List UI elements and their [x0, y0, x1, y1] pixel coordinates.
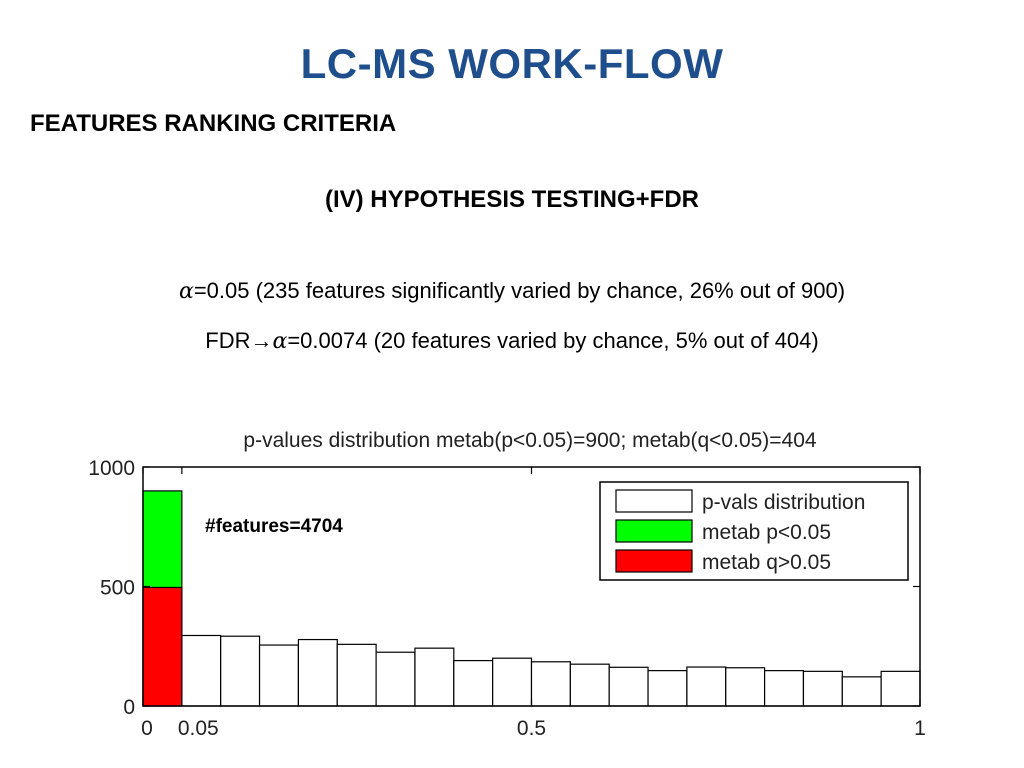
legend-swatch	[615, 549, 693, 573]
histogram-bar	[880, 670, 921, 707]
section-heading: (IV) HYPOTHESIS TESTING+FDR	[324, 186, 700, 213]
histogram-bar	[569, 663, 610, 707]
alpha-statement-text: =0.05 (235 features significantly varied…	[193, 278, 846, 303]
axes-group: 0 500 1000 0 0.05 0.5 1	[88, 457, 926, 740]
alpha-symbol: α	[178, 279, 194, 304]
alpha-symbol: α	[272, 329, 288, 354]
y-tick-label: 1000	[88, 457, 135, 480]
slide-subtitle: FEATURES RANKING CRITERIA	[30, 110, 397, 137]
histogram-bar	[336, 643, 377, 707]
features-annotation: #features=4704	[205, 516, 343, 537]
fdr-prefix: FDR	[205, 328, 251, 353]
chart-legend: p-vals distribution metab p<0.05 metab q>0…	[599, 481, 909, 581]
histogram-bar	[297, 638, 338, 707]
legend-swatch	[615, 489, 693, 513]
histogram-bar	[181, 634, 222, 707]
legend-label: metab p<0.05	[702, 521, 831, 544]
chart-title: p-values distribution metab(p<0.05)=900;…	[243, 429, 817, 452]
x-tick-label: 0.05	[178, 717, 219, 740]
histogram-bar-q	[142, 586, 183, 707]
legend-label: p-vals distribution	[702, 491, 865, 514]
histogram-bar	[375, 651, 416, 707]
alpha-statement: α=0.05 (235 features significantly varie…	[0, 278, 1024, 304]
histogram-bar	[453, 659, 494, 707]
legend-label: metab q>0.05	[702, 551, 831, 574]
arrow-icon: →	[250, 328, 273, 353]
y-tick-label: 500	[100, 577, 135, 600]
histogram-bar	[220, 635, 261, 707]
p-values-histogram: p-values distribution metab(p<0.05)=900;…	[88, 429, 926, 740]
histogram-bar	[492, 657, 533, 707]
slide-title: LC-MS WORK-FLOW	[300, 40, 724, 87]
x-tick-label: 0.5	[517, 717, 546, 740]
y-tick-label: 0	[123, 696, 135, 719]
fdr-statement-text: =0.0074 (20 features varied by chance, 5…	[287, 328, 819, 353]
histogram-bar	[686, 666, 727, 707]
bars-group	[142, 490, 921, 707]
histogram-bar	[258, 644, 299, 707]
histogram-bar	[802, 670, 843, 707]
histogram-bar	[725, 667, 766, 707]
histogram-bar	[414, 647, 455, 707]
fdr-statement: FDR→α=0.0074 (20 features varied by chan…	[0, 328, 1024, 354]
x-tick-label: 1	[914, 717, 926, 740]
histogram-bar	[608, 666, 649, 707]
histogram-bar	[841, 676, 882, 707]
legend-swatch	[615, 519, 693, 543]
x-tick-label: 0	[141, 717, 153, 740]
histogram-bar	[530, 661, 571, 707]
histogram-bar	[763, 670, 805, 707]
histogram-bar	[647, 670, 688, 707]
